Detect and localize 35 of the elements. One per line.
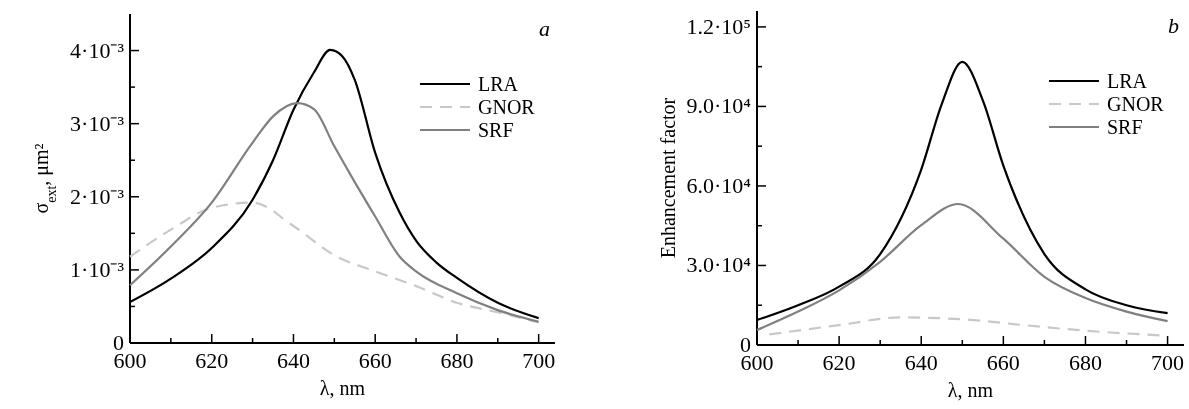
x-tick-label: 680: [1068, 350, 1102, 375]
x-axis-title: λ, nm: [319, 377, 366, 399]
annotation: a: [539, 16, 550, 41]
x-tick-label: 700: [522, 348, 556, 373]
annotation: b: [1168, 13, 1179, 38]
legend-label: SRF: [1107, 116, 1143, 138]
y-tick-label: 1.2·10⁵: [686, 13, 751, 39]
x-tick-label: 640: [276, 348, 310, 373]
x-tick-label: 680: [440, 348, 474, 373]
line-series: [128, 102, 540, 323]
x-tick-label: 620: [822, 350, 856, 375]
y-tick-label: 2·10⁻³: [70, 183, 125, 209]
x-tick-label: 660: [358, 348, 392, 373]
line-series: [128, 201, 540, 324]
x-tick-label: 700: [1151, 350, 1185, 375]
line-series: [755, 202, 1169, 332]
x-tick-label: 640: [904, 350, 938, 375]
y-tick-label: 1·10⁻³: [70, 256, 125, 282]
legend-label: SRF: [478, 119, 514, 141]
legend-label: GNOR: [478, 96, 536, 118]
y-tick-label: 3·10⁻³: [70, 110, 125, 136]
legend-label: GNOR: [1107, 93, 1165, 115]
x-axis-title: λ, nm: [947, 379, 994, 401]
legend-label: LRA: [1107, 70, 1148, 92]
y-axis-title: Enhancement factor: [657, 97, 679, 259]
legend-label: LRA: [478, 73, 519, 95]
x-tick-label: 660: [986, 350, 1020, 375]
x-tick-label: 620: [195, 348, 229, 373]
y-tick-label: 0: [740, 332, 751, 357]
y-tick-label: 6.0·10⁴: [686, 172, 752, 198]
y-tick-label: 0: [113, 330, 124, 355]
y-tick-label: 4·10⁻³: [70, 37, 125, 63]
y-tick-label: 3.0·10⁴: [686, 252, 752, 278]
y-tick-label: 9.0·10⁴: [686, 93, 752, 119]
line-series: [768, 316, 1169, 337]
